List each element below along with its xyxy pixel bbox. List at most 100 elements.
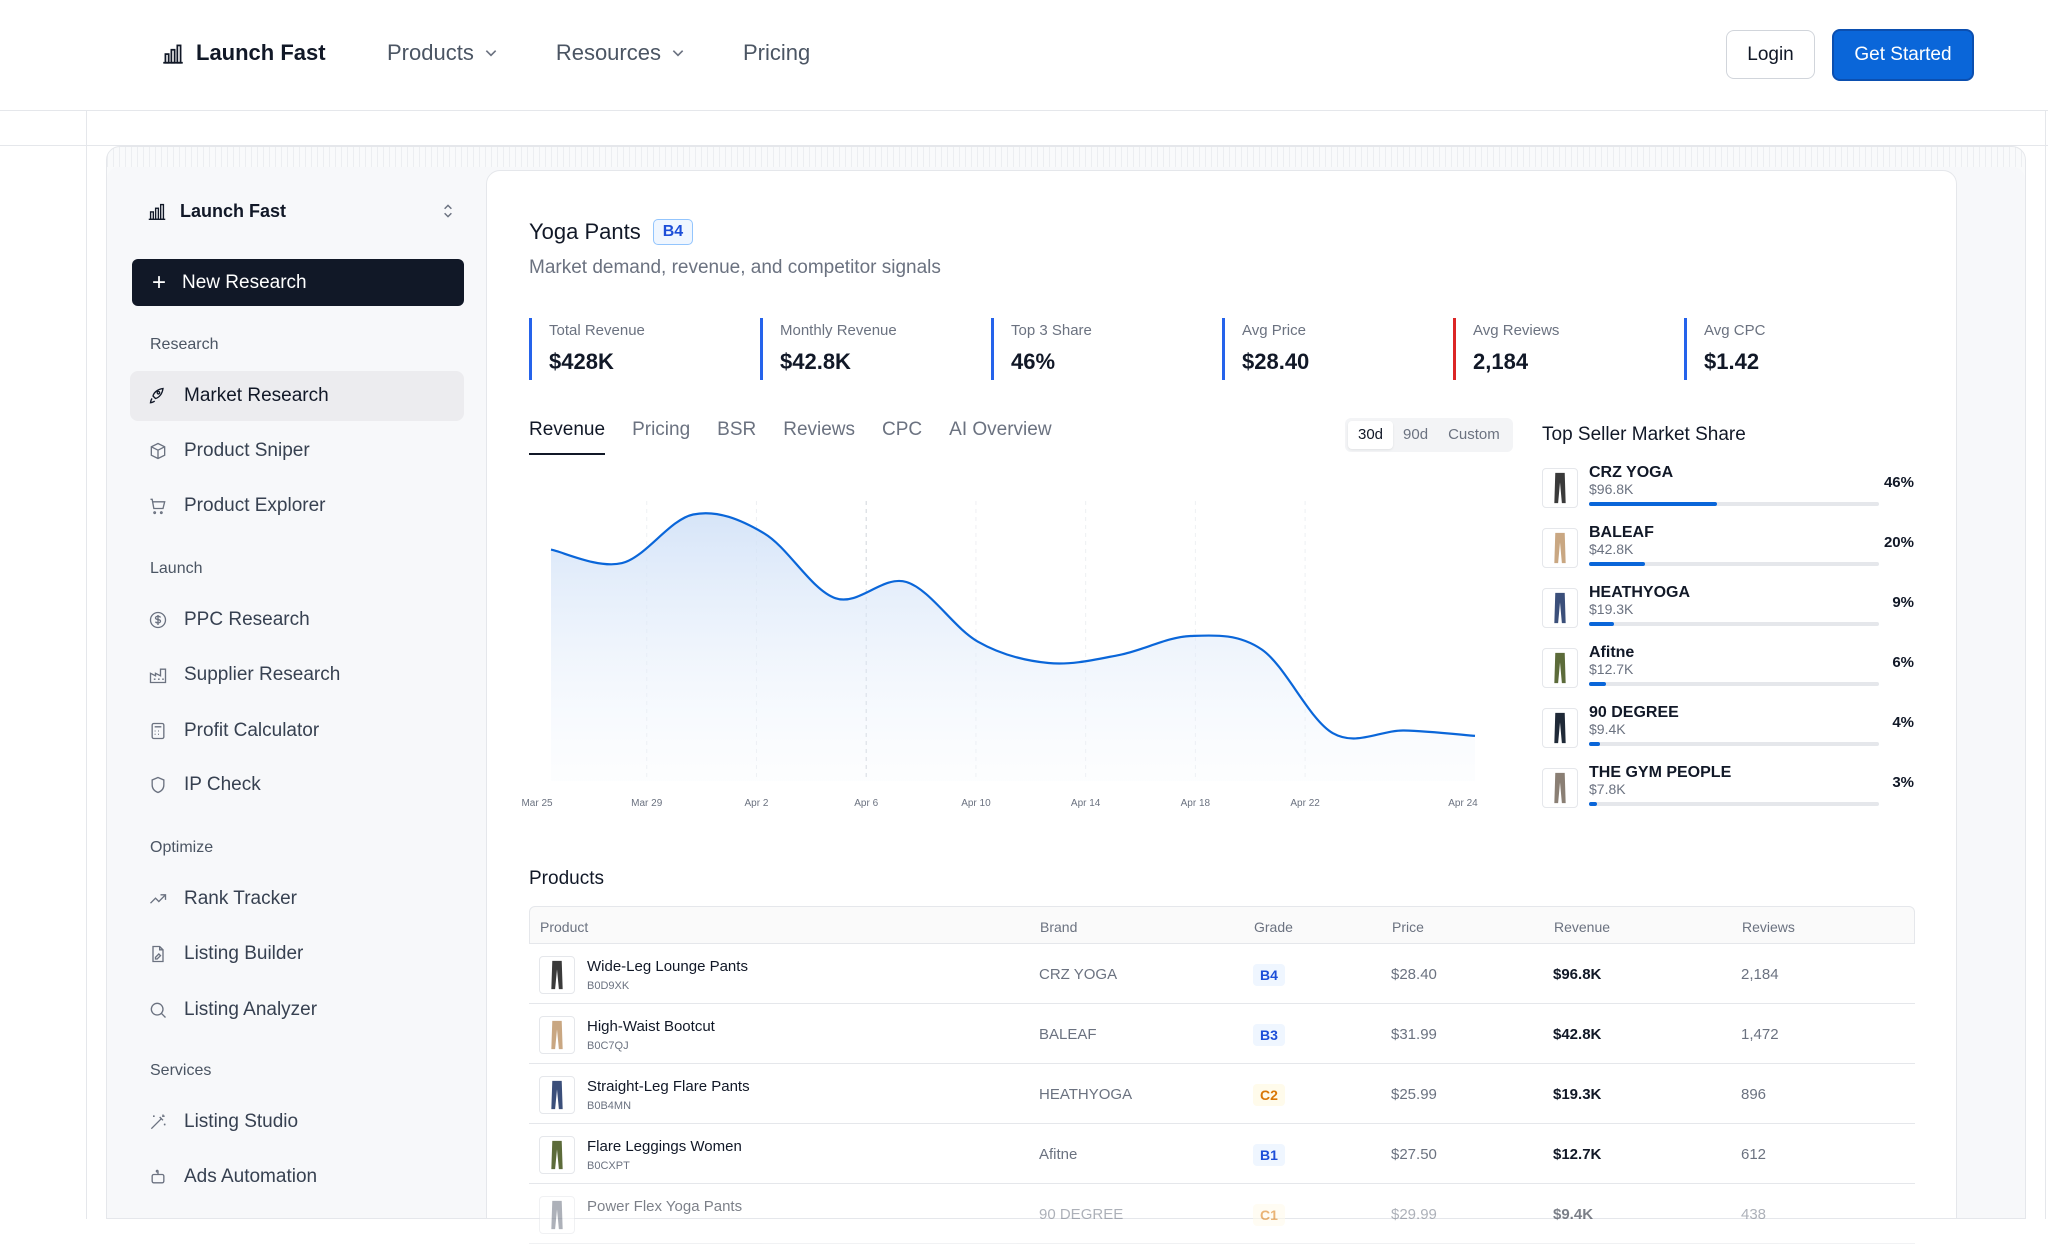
col-brand[interactable]: Brand	[1040, 919, 1078, 935]
table-row[interactable]: Power Flex Yoga Pants 90 DEGREE C1 $29.99 $9…	[529, 1184, 1915, 1244]
product-name[interactable]: High-Waist Bootcut	[587, 1018, 715, 1035]
sidebar-item-ads-automation[interactable]: Ads Automation	[130, 1152, 464, 1202]
nav-link-products[interactable]: Products	[387, 40, 498, 66]
nav-link-pricing[interactable]: Pricing	[743, 40, 810, 66]
sidebar-item-profit-calculator[interactable]: Profit Calculator	[130, 706, 464, 756]
new-research-button[interactable]: + New Research	[132, 259, 464, 306]
sidebar-item-product-explorer[interactable]: Product Explorer	[130, 481, 464, 531]
sidebar-item-label: Listing Builder	[184, 943, 304, 964]
kpi-label: Avg CPC	[1704, 322, 1766, 339]
range-custom[interactable]: Custom	[1448, 426, 1500, 443]
share-bar-fill	[1589, 562, 1645, 566]
kpi-avg-cpc: Avg CPC $1.42	[1684, 318, 1765, 380]
kpi-value: $1.42	[1704, 349, 1760, 374]
product-asin: B0C7QJ	[587, 1040, 629, 1052]
new-research-label: New Research	[182, 271, 307, 293]
get-started-button[interactable]: Get Started	[1832, 29, 1974, 81]
sidebar-item-listing-studio[interactable]: Listing Studio	[130, 1097, 464, 1147]
share-bar	[1589, 622, 1879, 626]
page-subtitle: Market demand, revenue, and competitor s…	[529, 257, 941, 278]
pants-icon	[1554, 472, 1566, 504]
grade-badge: B4	[1253, 964, 1285, 986]
share-bar	[1589, 562, 1879, 566]
tab-cpc[interactable]: CPC	[882, 419, 923, 440]
pants-icon	[551, 960, 563, 990]
market-share-row[interactable]: BALEAF $42.8K 20%	[1542, 524, 1914, 582]
product-thumbnail	[539, 1196, 575, 1234]
chart-x-axis: Mar 25 Mar 29 Apr 2 Apr 6 Apr 10 Apr 14 Apr 18…	[521, 798, 1478, 809]
kpi-monthly-revenue: Monthly Revenue $42.8K	[760, 318, 897, 380]
col-revenue[interactable]: Revenue	[1554, 919, 1611, 935]
market-share-row[interactable]: Afitne $12.7K 6%	[1542, 644, 1914, 702]
workspace-switcher[interactable]: Launch Fast	[146, 200, 456, 222]
share-bar-fill	[1589, 502, 1717, 506]
seller-share-pct: 9%	[1892, 594, 1914, 611]
market-share-row[interactable]: 90 DEGREE $9.4K 4%	[1542, 704, 1914, 762]
tab-reviews[interactable]: Reviews	[783, 419, 856, 440]
table-row[interactable]: Flare Leggings Women B0CXPT Afitne B1 $27.50…	[529, 1124, 1915, 1184]
sidebar-item-supplier-research[interactable]: Supplier Research	[130, 650, 464, 700]
market-share-row[interactable]: HEATHYOGA $19.3K 9%	[1542, 584, 1914, 642]
market-share-row[interactable]: CRZ YOGA $96.8K 46%	[1542, 464, 1914, 522]
kpi-label: Total Revenue	[549, 322, 645, 339]
login-button[interactable]: Login	[1726, 30, 1815, 79]
kpi-value: $42.8K	[780, 349, 851, 374]
sidebar-item-market-research[interactable]: Market Research	[130, 371, 464, 421]
nav-link-resources[interactable]: Resources	[556, 40, 685, 66]
range-30d[interactable]: 30d	[1348, 421, 1394, 449]
product-name[interactable]: Wide-Leg Lounge Pants	[587, 958, 748, 975]
sidebar-item-label: IP Check	[184, 774, 261, 795]
col-grade[interactable]: Grade	[1254, 919, 1293, 935]
kpi-value: 46%	[1011, 349, 1056, 374]
sidebar-item-listing-builder[interactable]: Listing Builder	[130, 929, 464, 979]
grade-badge: B1	[1253, 1144, 1285, 1166]
table-row[interactable]: Wide-Leg Lounge Pants B0D9XK CRZ YOGA B4 $28…	[529, 944, 1915, 1004]
pants-icon	[1554, 712, 1566, 744]
kpi-label: Avg Reviews	[1473, 322, 1560, 339]
chart-line	[550, 512, 1476, 740]
product-price: $27.50	[1391, 1146, 1437, 1163]
product-name[interactable]: Power Flex Yoga Pants	[587, 1198, 743, 1215]
sidebar-item-rank-tracker[interactable]: Rank Tracker	[130, 874, 464, 924]
pants-icon	[1554, 592, 1566, 624]
sidebar-item-ppc-research[interactable]: PPC Research	[130, 595, 464, 645]
dollar-circle-icon	[149, 611, 167, 629]
market-share-row[interactable]: THE GYM PEOPLE $7.8K 3%	[1542, 764, 1914, 822]
table-header: Product Brand Grade Price Revenue Review…	[529, 906, 1915, 944]
product-asin: B0D9XK	[587, 980, 630, 992]
trending-up-icon	[150, 894, 167, 904]
col-product[interactable]: Product	[540, 919, 589, 935]
chart-tabs: Revenue Pricing BSR Reviews CPC AI Overv…	[529, 419, 1052, 455]
sidebar-item-listing-analyzer[interactable]: Listing Analyzer	[130, 985, 464, 1035]
product-name[interactable]: Straight-Leg Flare Pants	[587, 1078, 750, 1095]
product-thumbnail	[1542, 588, 1578, 628]
seller-name: THE GYM PEOPLE	[1589, 764, 1732, 781]
share-bar	[1589, 742, 1879, 746]
brand-logo[interactable]: Launch Fast	[160, 40, 326, 66]
revenue-chart: Mar 25 Mar 29 Apr 2 Apr 6 Apr 10 Apr 14 Apr 18…	[521, 501, 1478, 809]
market-share-title: Top Seller Market Share	[1542, 424, 1746, 445]
seller-name: BALEAF	[1589, 524, 1654, 541]
tab-pricing[interactable]: Pricing	[632, 419, 691, 440]
tab-bsr[interactable]: BSR	[717, 419, 757, 440]
wand-icon	[150, 1114, 166, 1130]
col-reviews[interactable]: Reviews	[1742, 919, 1795, 935]
seller-share-pct: 6%	[1892, 654, 1914, 671]
seller-name: HEATHYOGA	[1589, 584, 1691, 601]
tab-ai-overview[interactable]: AI Overview	[949, 419, 1052, 440]
col-price[interactable]: Price	[1392, 919, 1424, 935]
range-90d[interactable]: 90d	[1403, 426, 1429, 443]
product-brand: 90 DEGREE	[1039, 1206, 1124, 1223]
product-name[interactable]: Flare Leggings Women	[587, 1138, 742, 1155]
table-row[interactable]: Straight-Leg Flare Pants B0B4MN HEATHYOGA C…	[529, 1064, 1915, 1124]
table-body: Wide-Leg Lounge Pants B0D9XK CRZ YOGA B4 $28…	[529, 944, 1915, 1244]
share-bar	[1589, 802, 1879, 806]
table-row[interactable]: High-Waist Bootcut B0C7QJ BALEAF B3 $31.99 $4…	[529, 1004, 1915, 1064]
tab-revenue[interactable]: Revenue	[529, 419, 606, 455]
sub-bar	[0, 111, 2048, 146]
sidebar-item-product-sniper[interactable]: Product Sniper	[130, 426, 464, 476]
sidebar-item-label: PPC Research	[184, 609, 310, 630]
sidebar-item-ip-check[interactable]: IP Check	[130, 760, 464, 810]
workspace-name: Launch Fast	[180, 200, 287, 221]
product-reviews: 1,472	[1741, 1026, 1779, 1043]
